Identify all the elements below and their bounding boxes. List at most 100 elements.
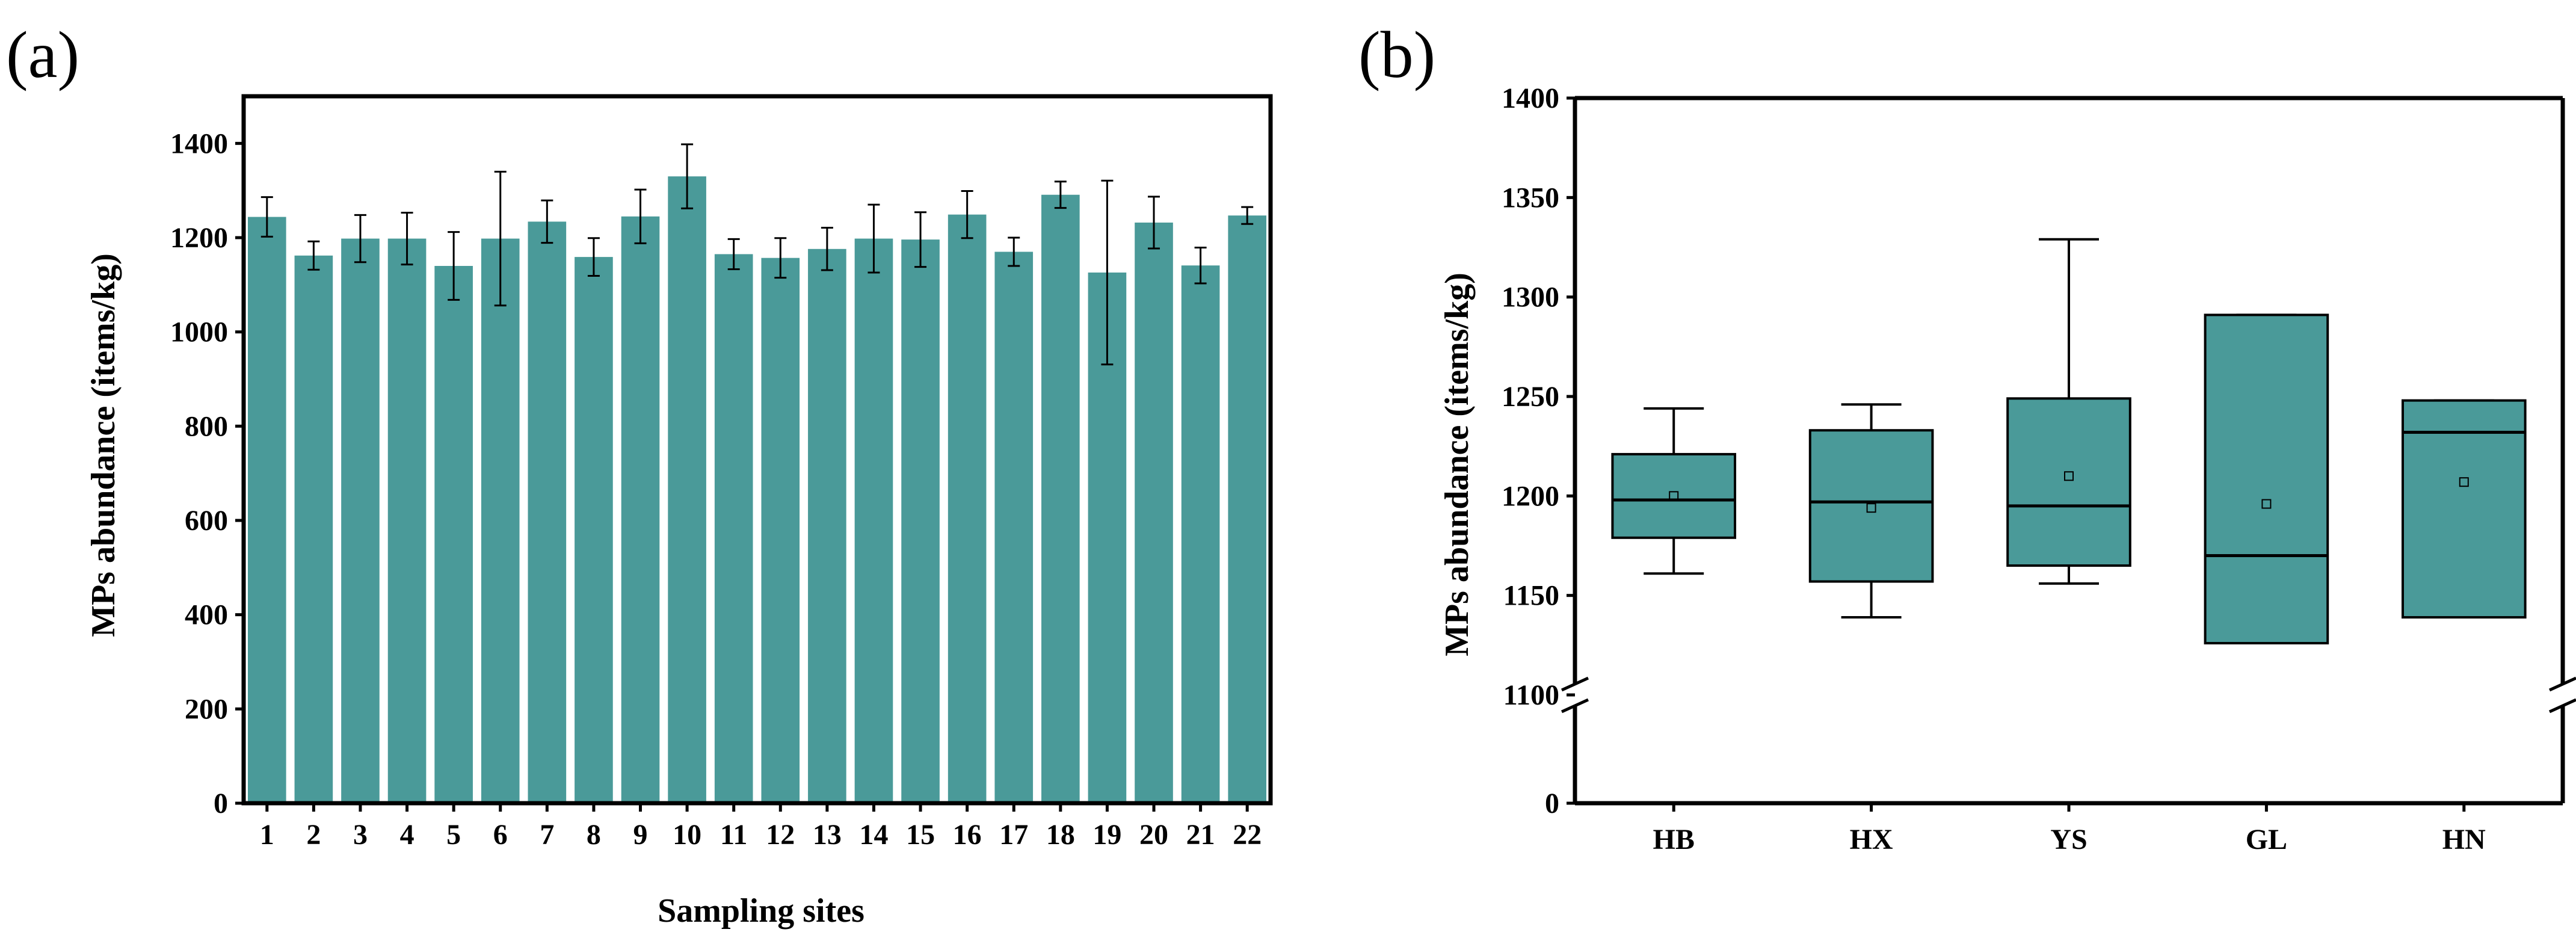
bar-group-site-4 <box>387 211 427 804</box>
x-axis-title-a: Sampling sites <box>658 892 864 930</box>
bar-group-site-6 <box>481 170 520 804</box>
bar-group-site-7 <box>528 199 567 803</box>
box-group-HN <box>2401 399 2527 619</box>
bar-site-17 <box>994 251 1034 803</box>
box-group-HX <box>1808 403 1934 619</box>
bar-group-site-13 <box>808 227 846 803</box>
x-tick-label: 5 <box>446 819 461 851</box>
bar-site-20 <box>1135 222 1173 803</box>
x-tick-label: 13 <box>813 819 842 851</box>
y-tick-label: 1400 <box>1502 82 1559 114</box>
bar-group-site-22 <box>1228 206 1267 803</box>
bar-group-site-12 <box>761 237 800 803</box>
box-plot-panel: (b) 0 1100 1150 1200 1250 1300 1350 1400 HB HX YS… <box>1358 18 2576 856</box>
x-tick-label: 12 <box>766 819 795 851</box>
mean-marker-GL <box>2261 499 2272 509</box>
y-tick-label: 1000 <box>170 316 228 348</box>
bar-group-site-8 <box>575 237 613 803</box>
box-group-YS <box>2006 238 2131 585</box>
bar-group-site-19 <box>1088 179 1127 803</box>
y-tick-label: 0 <box>1545 788 1559 819</box>
bar-group-site-9 <box>621 188 660 803</box>
y-tick-label: 800 <box>185 410 228 442</box>
bar-site-15 <box>901 239 940 804</box>
bar-site-6 <box>481 238 520 804</box>
x-tick-label: 15 <box>906 819 935 851</box>
axis-break-mark-right-lower <box>2548 698 2576 714</box>
y-tick-label: 1400 <box>170 128 228 159</box>
x-tick-label: GL <box>2246 824 2287 856</box>
x-tick-label: YS <box>2050 824 2087 856</box>
x-tick-label: 3 <box>353 819 368 851</box>
box-plot-marks <box>1611 238 2527 645</box>
box-GL <box>2204 313 2329 645</box>
x-tick-label: 11 <box>720 819 747 851</box>
bar-site-12 <box>761 258 800 803</box>
bar-site-2 <box>294 255 333 803</box>
bar-site-8 <box>575 257 613 803</box>
y-tick-label: 1200 <box>170 222 228 254</box>
bar-group-site-2 <box>294 240 333 803</box>
x-tick-label: 16 <box>953 819 982 851</box>
bar-group-site-21 <box>1181 246 1220 803</box>
bar-group-site-14 <box>854 203 893 804</box>
x-tick-label: 9 <box>633 819 648 851</box>
bar-site-21 <box>1181 265 1220 803</box>
mean-marker-HX <box>1866 503 1876 513</box>
bar-group-site-18 <box>1041 180 1080 803</box>
x-tick-label: 18 <box>1046 819 1075 851</box>
plot-frame-a <box>241 94 1273 806</box>
y-tick-label: 1200 <box>1502 480 1559 512</box>
x-tick-label: 19 <box>1092 819 1121 851</box>
y-axis-title-a: MPs abundance (items/kg) <box>85 253 122 637</box>
bar-group-site-1 <box>247 196 286 803</box>
x-tick-label: HB <box>1653 824 1695 856</box>
box-HB <box>1611 452 1737 539</box>
bar-site-11 <box>714 254 753 804</box>
bar-site-5 <box>434 266 473 803</box>
x-tick-label: 4 <box>400 819 414 851</box>
x-tick-label: 21 <box>1186 819 1215 851</box>
bar-group-site-20 <box>1135 196 1173 803</box>
box-group-HB <box>1611 407 1737 575</box>
x-tick-label: 17 <box>999 819 1028 851</box>
x-tick-label: 1 <box>260 819 274 851</box>
x-axis-b: HB HX YS GL HN <box>1653 803 2486 856</box>
x-tick-label: 2 <box>306 819 321 851</box>
bar-group-site-3 <box>341 214 380 804</box>
bar-group-site-16 <box>948 190 987 803</box>
y-axis-b: 0 1100 1150 1200 1250 1300 1350 1400 <box>1502 82 1575 819</box>
bar-site-3 <box>341 238 380 804</box>
bar-group-site-5 <box>434 231 473 803</box>
bar-site-16 <box>948 214 987 803</box>
bar-site-9 <box>621 216 660 803</box>
axis-break-mark-left-lower <box>1561 698 1589 714</box>
y-tick-label: 200 <box>185 693 228 725</box>
bar-site-1 <box>247 217 286 803</box>
x-tick-label: HN <box>2442 824 2486 856</box>
y-tick-label: 1150 <box>1503 580 1559 612</box>
box-YS <box>2006 397 2131 567</box>
panel-label-b: (b) <box>1358 18 1435 91</box>
x-tick-label: 8 <box>587 819 601 851</box>
x-tick-label: 10 <box>673 819 701 851</box>
y-axis-a: 0 200 400 600 800 1000 1200 1400 <box>170 128 244 819</box>
y-tick-label: 1300 <box>1502 282 1559 313</box>
y-tick-label: 1350 <box>1502 182 1559 214</box>
x-tick-label: 20 <box>1139 819 1168 851</box>
y-tick-label: 1250 <box>1502 381 1559 413</box>
x-tick-label: 14 <box>859 819 888 851</box>
x-tick-label: 22 <box>1233 819 1262 851</box>
bar-site-10 <box>668 176 706 804</box>
x-axis-a: 1 2 3 4 5 6 7 8 9 10 11 12 13 14 15 16 17 18 19 20 21 22 <box>260 803 1262 851</box>
y-tick-label: 0 <box>214 788 228 819</box>
mean-marker-HN <box>2459 477 2469 487</box>
mean-marker-HB <box>1669 491 1679 501</box>
bar-site-13 <box>808 248 846 803</box>
y-axis-title-b: MPs abundance (items/kg) <box>1438 273 1476 656</box>
x-tick-label: HX <box>1850 824 1893 856</box>
bar-group-site-11 <box>714 238 753 804</box>
y-tick-label: 1100 <box>1503 679 1559 711</box>
